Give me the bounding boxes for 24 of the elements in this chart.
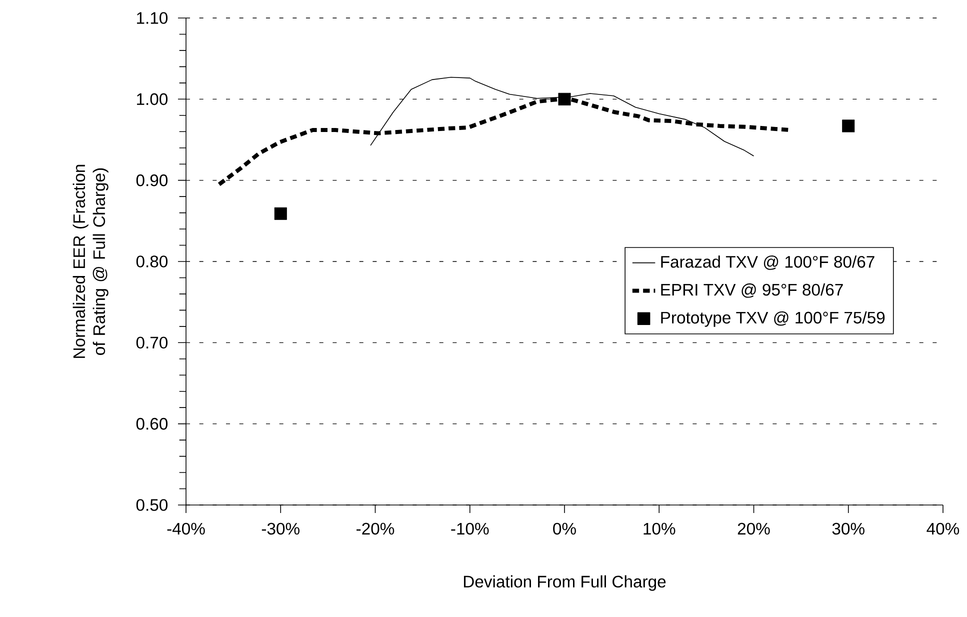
legend-label: Farazad TXV @ 100°F 80/67 bbox=[661, 256, 874, 270]
y-tick-label: 1.00 bbox=[137, 93, 168, 106]
y-tick-label: 0.70 bbox=[136, 336, 168, 349]
y-axis-title: Normalized EER (Fraction of Rating @ Full Charge) bbox=[72, 164, 108, 358]
point bbox=[558, 92, 571, 106]
x-tick-label: 40% bbox=[926, 522, 960, 535]
legend-label: EPRI TXV @ 95°F 80/67 bbox=[661, 283, 843, 298]
x-tick-label: -40% bbox=[167, 522, 205, 535]
y-tick-label: 0.80 bbox=[136, 256, 168, 268]
x-tick-label: 30% bbox=[832, 522, 864, 535]
x-tick-label: 20% bbox=[738, 522, 770, 535]
x-axis-title: Deviation From Full Charge bbox=[464, 575, 666, 591]
y-tick-label: 0.90 bbox=[136, 174, 168, 186]
y-tick-label: 0.50 bbox=[136, 499, 168, 511]
x-tick-label: -20% bbox=[356, 522, 394, 535]
y-tick-label: 1.10 bbox=[137, 12, 168, 24]
point bbox=[274, 207, 287, 220]
x-tick-label: -10% bbox=[451, 522, 489, 535]
point bbox=[842, 120, 855, 132]
y-tick-label: 0.60 bbox=[136, 418, 168, 430]
x-tick-label: 10% bbox=[644, 522, 676, 535]
x-tick-label: 0% bbox=[553, 522, 576, 535]
legend-label: Prototype TXV @ 100°F 75/59 bbox=[661, 311, 885, 327]
x-tick-label: -30% bbox=[262, 522, 300, 535]
